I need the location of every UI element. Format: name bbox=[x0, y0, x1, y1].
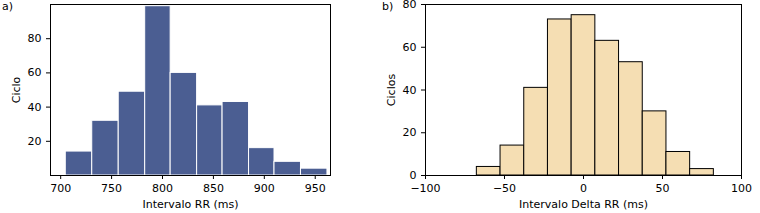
svg-text:20: 20 bbox=[28, 135, 42, 148]
svg-text:700: 700 bbox=[50, 182, 71, 195]
svg-text:50: 50 bbox=[656, 182, 670, 195]
svg-text:40: 40 bbox=[28, 101, 42, 114]
svg-text:80: 80 bbox=[403, 0, 417, 11]
svg-text:60: 60 bbox=[28, 66, 42, 79]
svg-text:800: 800 bbox=[152, 182, 173, 195]
svg-text:750: 750 bbox=[101, 182, 122, 195]
svg-text:900: 900 bbox=[254, 182, 275, 195]
svg-text:−50: −50 bbox=[493, 182, 516, 195]
svg-text:100: 100 bbox=[731, 182, 752, 195]
svg-text:950: 950 bbox=[305, 182, 326, 195]
svg-text:Ciclo: Ciclo bbox=[10, 76, 23, 103]
svg-text:20: 20 bbox=[403, 126, 417, 139]
svg-text:Intervalo RR (ms): Intervalo RR (ms) bbox=[142, 198, 238, 211]
svg-text:80: 80 bbox=[28, 32, 42, 45]
svg-text:Ciclos: Ciclos bbox=[385, 74, 398, 107]
svg-text:850: 850 bbox=[203, 182, 224, 195]
svg-text:0: 0 bbox=[410, 169, 417, 182]
html-text:a): a) bbox=[2, 0, 13, 13]
svg-text:−100: −100 bbox=[410, 182, 440, 195]
svg-text:Intervalo Delta RR (ms): Intervalo Delta RR (ms) bbox=[519, 198, 648, 211]
html-text:b): b) bbox=[382, 0, 394, 13]
svg-text:60: 60 bbox=[403, 41, 417, 54]
svg-text:0: 0 bbox=[580, 182, 587, 195]
svg-text:40: 40 bbox=[403, 84, 417, 97]
